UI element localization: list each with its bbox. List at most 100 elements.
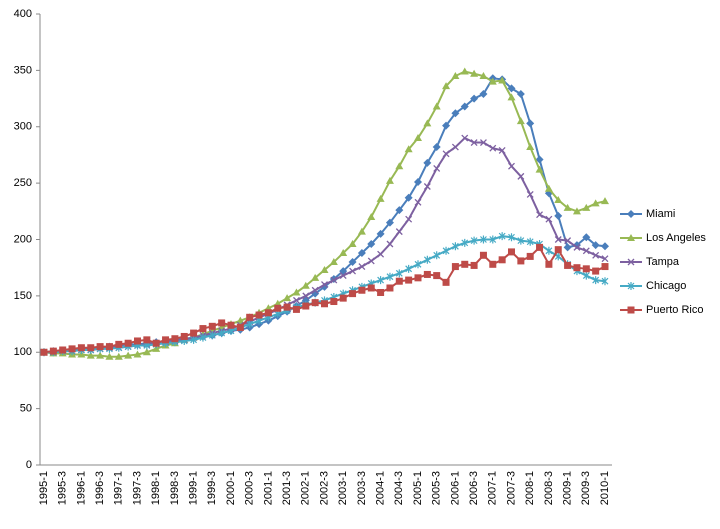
data-point bbox=[498, 232, 506, 241]
data-point bbox=[321, 300, 328, 308]
data-point bbox=[582, 265, 590, 273]
data-point bbox=[395, 162, 404, 170]
data-point bbox=[218, 319, 226, 327]
data-point bbox=[348, 240, 357, 248]
data-point bbox=[357, 249, 366, 258]
data-point bbox=[208, 322, 216, 330]
data-point bbox=[564, 237, 572, 245]
data-point bbox=[199, 333, 207, 342]
data-point bbox=[86, 351, 95, 359]
data-point bbox=[349, 290, 357, 298]
data-point bbox=[451, 143, 459, 151]
data-point bbox=[96, 343, 104, 351]
data-point bbox=[218, 329, 226, 338]
data-point bbox=[358, 286, 366, 294]
data-point bbox=[311, 299, 319, 307]
data-point bbox=[423, 119, 432, 127]
y-tick-label: 250 bbox=[14, 177, 32, 189]
x-tick-label: 2005-3 bbox=[431, 471, 443, 505]
data-point bbox=[330, 298, 338, 306]
legend-label: Miami bbox=[646, 208, 675, 220]
data-point bbox=[339, 249, 348, 257]
data-point bbox=[199, 325, 207, 333]
data-point bbox=[395, 206, 404, 215]
data-point bbox=[377, 250, 385, 258]
data-point bbox=[470, 261, 478, 269]
data-point bbox=[405, 264, 413, 273]
data-point bbox=[489, 260, 497, 268]
data-point bbox=[376, 194, 385, 202]
data-point bbox=[152, 339, 160, 347]
data-point bbox=[545, 246, 553, 255]
y-tick-label: 150 bbox=[14, 290, 32, 302]
data-point bbox=[480, 235, 487, 244]
data-point bbox=[592, 276, 600, 285]
data-point bbox=[367, 284, 375, 292]
data-point bbox=[414, 177, 422, 186]
data-point bbox=[470, 69, 479, 77]
data-point bbox=[433, 165, 441, 172]
y-tick-label: 50 bbox=[20, 403, 32, 415]
x-tick-label: 2009-3 bbox=[580, 471, 592, 505]
data-point bbox=[479, 90, 488, 99]
data-point bbox=[461, 238, 469, 247]
data-point bbox=[564, 261, 572, 269]
data-point bbox=[377, 288, 385, 296]
data-point bbox=[554, 196, 563, 204]
data-point bbox=[143, 336, 151, 344]
x-tick-label: 1995-3 bbox=[57, 471, 69, 505]
data-point bbox=[545, 260, 553, 268]
data-point bbox=[59, 346, 67, 354]
data-point bbox=[283, 303, 291, 311]
x-tick-label: 2010-1 bbox=[599, 471, 611, 505]
data-point bbox=[516, 117, 525, 125]
data-point bbox=[601, 242, 609, 251]
data-point bbox=[208, 331, 216, 340]
x-tick-label: 2000-3 bbox=[244, 471, 256, 505]
x-tick-label: 2005-1 bbox=[412, 471, 424, 505]
x-tick-label: 2003-3 bbox=[356, 471, 368, 505]
data-point bbox=[526, 119, 535, 128]
data-point bbox=[451, 242, 459, 251]
x-tick-label: 1998-3 bbox=[169, 471, 181, 505]
data-point bbox=[423, 158, 432, 167]
data-point bbox=[321, 281, 328, 289]
data-point bbox=[404, 145, 413, 153]
data-point bbox=[349, 267, 357, 275]
data-point bbox=[526, 190, 534, 198]
data-point bbox=[442, 246, 450, 255]
data-point bbox=[302, 302, 310, 310]
x-tick-label: 1996-1 bbox=[75, 471, 87, 505]
data-point bbox=[301, 281, 310, 289]
data-point bbox=[433, 251, 441, 260]
data-point bbox=[339, 272, 347, 280]
data-point bbox=[573, 243, 581, 251]
data-point bbox=[246, 320, 254, 329]
data-point bbox=[292, 296, 300, 304]
data-point bbox=[367, 257, 375, 265]
data-point bbox=[134, 337, 141, 345]
data-point bbox=[190, 329, 198, 337]
data-point bbox=[470, 139, 478, 146]
data-point bbox=[180, 332, 188, 340]
data-point bbox=[582, 233, 591, 242]
data-point bbox=[582, 247, 590, 255]
data-point bbox=[105, 343, 113, 351]
y-tick-label: 300 bbox=[14, 121, 32, 133]
data-point bbox=[517, 257, 525, 265]
y-tick-label: 350 bbox=[14, 64, 32, 76]
data-point bbox=[358, 263, 366, 271]
data-point bbox=[470, 236, 478, 245]
data-point bbox=[357, 227, 366, 235]
data-point bbox=[162, 336, 170, 344]
legend-label: Tampa bbox=[646, 256, 680, 268]
y-tick-label: 0 bbox=[26, 459, 32, 471]
data-point bbox=[77, 350, 86, 358]
data-point bbox=[498, 146, 506, 154]
data-point bbox=[423, 183, 431, 190]
data-point bbox=[451, 263, 459, 271]
data-point bbox=[385, 218, 394, 227]
x-tick-label: 2008-3 bbox=[543, 471, 555, 505]
data-point bbox=[255, 311, 263, 319]
